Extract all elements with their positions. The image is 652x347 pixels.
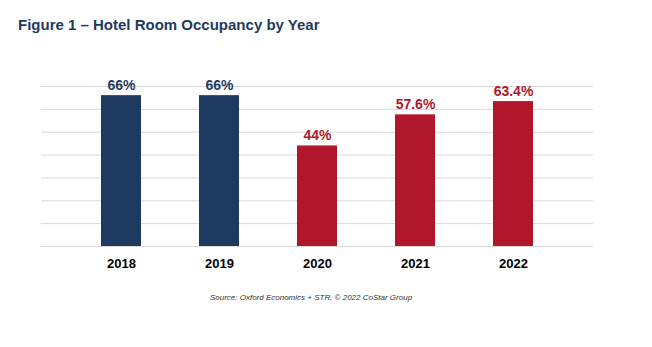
html-text:Source: Oxford Economics + STR: Source: Oxford Economics + STR, © 2022 C… <box>209 293 413 302</box>
svg-text:2020: 2020 <box>303 256 332 271</box>
svg-text:2019: 2019 <box>205 256 234 271</box>
svg-text:2022: 2022 <box>499 256 528 271</box>
svg-text:66%: 66% <box>205 77 234 93</box>
html-text:Figure 1 – Hotel Room Occupanc: Figure 1 – Hotel Room Occupancy by Year <box>18 16 320 33</box>
svg-text:63.4%: 63.4% <box>494 83 534 99</box>
svg-text:2018: 2018 <box>107 256 136 271</box>
svg-text:2021: 2021 <box>401 256 430 271</box>
svg-text:66%: 66% <box>107 77 136 93</box>
svg-text:44%: 44% <box>303 127 332 143</box>
svg-text:57.6%: 57.6% <box>396 96 436 112</box>
